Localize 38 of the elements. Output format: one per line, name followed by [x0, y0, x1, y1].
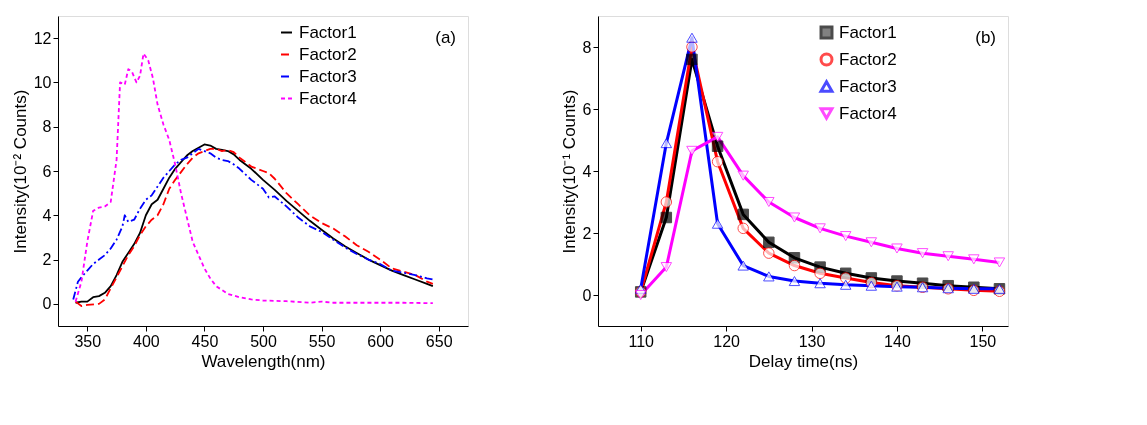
legend-label: Factor1: [839, 22, 897, 42]
y-tick-label: 2: [42, 251, 52, 269]
legend-label: Factor4: [299, 88, 357, 108]
x-tick-label: 450: [191, 332, 219, 350]
x-tick-label: 500: [250, 332, 277, 350]
x-tick-label: 400: [133, 332, 160, 350]
x-tick-label: 550: [308, 332, 336, 350]
y-tick-label: 8: [582, 38, 592, 56]
annotation: (b): [975, 28, 996, 47]
x-tick-label: 140: [884, 332, 911, 350]
y-tick-label: 8: [42, 118, 52, 136]
y-tick-label: 6: [42, 162, 52, 180]
annotation: (a): [435, 28, 456, 47]
x-tick-label: 120: [713, 332, 741, 350]
y-tick-label: 12: [33, 29, 52, 47]
legend-label: Factor2: [839, 49, 897, 69]
x-tick-label: 110: [628, 332, 655, 350]
legend-label: Factor3: [839, 76, 897, 96]
y-tick-label: 6: [582, 100, 592, 118]
legend-label: Factor1: [299, 22, 357, 42]
x-axis-title: Delay time(ns): [748, 351, 859, 371]
legend-label: Factor3: [299, 66, 357, 86]
x-axis-title: Wavelength(nm): [201, 351, 326, 371]
legend-label: Factor2: [299, 44, 357, 64]
x-tick-label: 130: [798, 332, 826, 350]
x-tick-label: 600: [367, 332, 395, 350]
x-tick-label: 350: [74, 332, 102, 350]
y-axis-title: Intensity(10⁻² Counts): [10, 89, 30, 254]
y-tick-label: 0: [582, 286, 592, 304]
y-tick-label: 0: [42, 295, 52, 313]
legend-label: Factor4: [839, 103, 897, 123]
y-tick-label: 2: [582, 224, 592, 242]
y-tick-label: 4: [42, 206, 52, 224]
y-tick-label: 4: [582, 162, 592, 180]
x-tick-label: 650: [425, 332, 453, 350]
x-tick-label: 150: [969, 332, 997, 350]
y-axis-title: Intensity(10⁻¹ Counts): [559, 89, 579, 254]
y-tick-label: 10: [33, 73, 52, 91]
